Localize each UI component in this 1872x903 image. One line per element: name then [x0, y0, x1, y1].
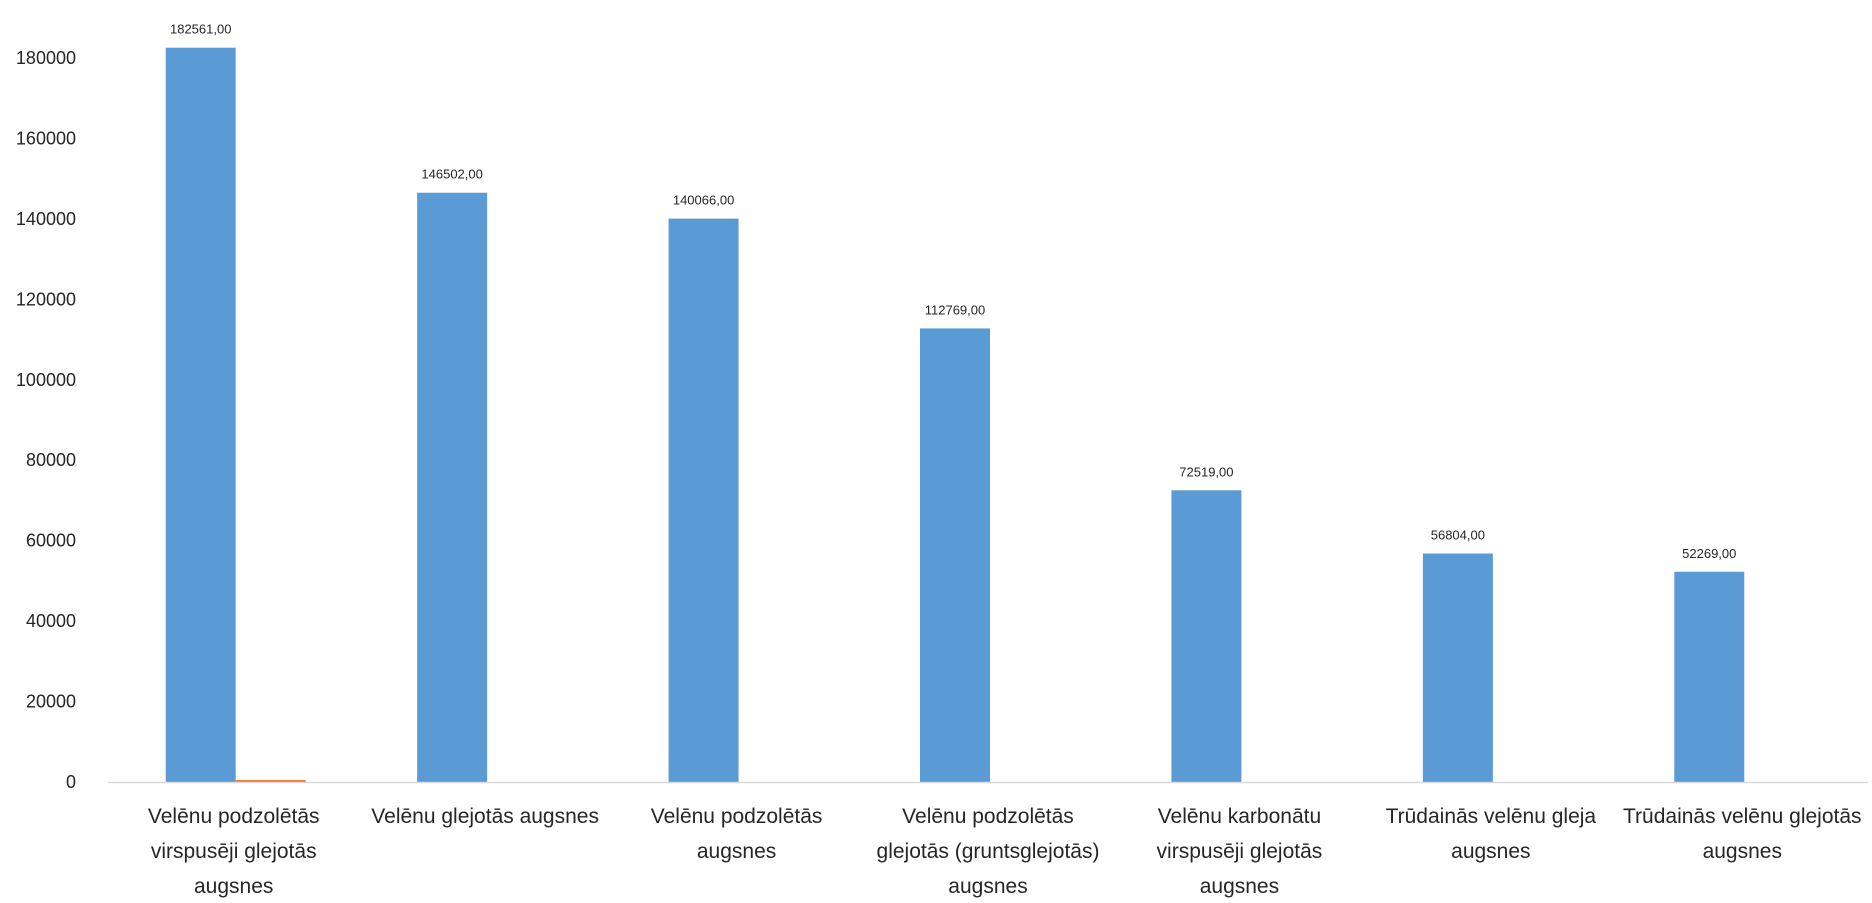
x-category-label: augsnes	[194, 875, 273, 898]
x-category-label: Velēnu podzolētās	[651, 805, 823, 828]
data-label: 140066,00	[673, 193, 734, 208]
x-category-label: Trūdainās velēnu gleja	[1386, 805, 1597, 828]
bar	[417, 192, 488, 783]
x-category-label: glejotās (gruntsglejotās)	[877, 840, 1100, 863]
x-category-label: augsnes	[1200, 875, 1279, 898]
data-label: 56804,00	[1431, 528, 1485, 543]
x-category-label: augsnes	[948, 875, 1027, 898]
data-label: 72519,00	[1179, 464, 1233, 479]
y-tick-label: 100000	[16, 370, 76, 390]
x-axis: Velēnu podzolētās virspusēji glejotās augs…	[108, 781, 1868, 898]
x-category-label: augsnes	[697, 840, 776, 863]
y-axis: 0 20000 40000 60000 80000 100000 120000 140000 1…	[16, 48, 76, 792]
data-label: 182561,00	[170, 22, 231, 37]
bar	[920, 328, 990, 782]
y-tick-label: 20000	[26, 692, 76, 712]
bar-series-2	[235, 780, 306, 782]
x-category-label: Velēnu podzolētās	[902, 805, 1074, 828]
data-label: 146502,00	[421, 167, 482, 182]
bar	[1171, 490, 1242, 782]
x-category-label: virspusēji glejotās	[151, 840, 317, 863]
y-tick-label: 60000	[26, 531, 76, 551]
bar	[668, 218, 739, 783]
bar	[1674, 571, 1745, 782]
x-category-label: augsnes	[1451, 840, 1530, 863]
bar	[1422, 553, 1493, 782]
data-label: 52269,00	[1682, 546, 1736, 561]
x-category-label: virspusēji glejotās	[1157, 840, 1323, 863]
data-label: 112769,00	[925, 302, 986, 317]
y-tick-label: 180000	[16, 48, 76, 68]
data-labels: 182561,00 146502,00 140066,00 112769,00 7251…	[170, 22, 1736, 561]
x-category-label: Velēnu podzolētās	[148, 805, 320, 828]
y-tick-label: 140000	[16, 209, 76, 229]
x-category-label: augsnes	[1703, 840, 1782, 863]
y-tick-label: 80000	[26, 450, 76, 470]
bar	[165, 47, 236, 782]
y-tick-label: 40000	[26, 611, 76, 631]
y-tick-label: 120000	[16, 289, 76, 309]
x-category-label: Velēnu karbonātu	[1158, 805, 1321, 828]
y-tick-label: 0	[66, 772, 76, 792]
x-category-label: Velēnu glejotās augsnes	[371, 805, 599, 828]
bars	[165, 47, 1745, 783]
x-category-label: Trūdainās velēnu glejotās	[1623, 805, 1862, 828]
y-tick-label: 160000	[16, 128, 76, 148]
